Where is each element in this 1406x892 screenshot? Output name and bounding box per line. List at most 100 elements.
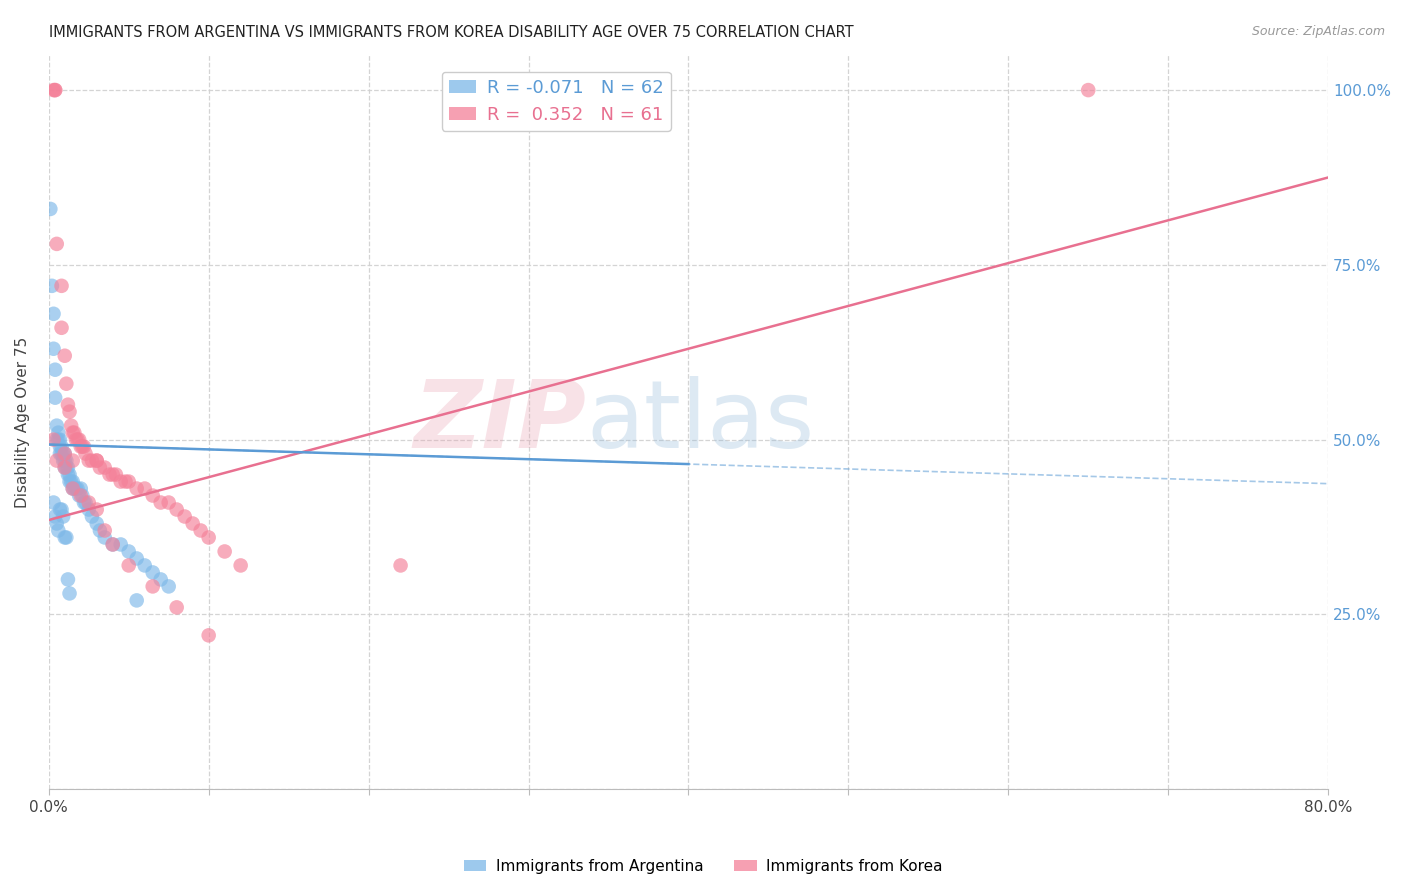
Point <box>53 460 76 475</box>
Point <box>118 558 141 573</box>
Point <box>72 489 94 503</box>
Point <box>58 404 80 418</box>
Point <box>45 516 67 531</box>
Point <box>72 440 94 454</box>
Point <box>49 502 72 516</box>
Point <box>93 524 115 538</box>
Point <box>44 83 66 97</box>
Point <box>134 482 156 496</box>
Point <box>55 460 77 475</box>
Point <box>93 460 115 475</box>
Point <box>51 502 73 516</box>
Point <box>46 524 69 538</box>
Point <box>157 495 180 509</box>
Point <box>98 467 121 482</box>
Point <box>44 83 66 97</box>
Point <box>53 531 76 545</box>
Point <box>41 278 63 293</box>
Point <box>86 453 108 467</box>
Point <box>42 342 65 356</box>
Point <box>80 453 103 467</box>
Point <box>62 482 84 496</box>
Point <box>58 586 80 600</box>
Point <box>66 482 89 496</box>
Point <box>214 544 236 558</box>
Point <box>53 447 76 461</box>
Point <box>93 531 115 545</box>
Point <box>42 495 65 509</box>
Point <box>125 551 148 566</box>
Text: ZIP: ZIP <box>413 376 586 468</box>
Point <box>89 460 111 475</box>
Point <box>66 433 89 447</box>
Point <box>45 433 67 447</box>
Point <box>49 440 72 454</box>
Point <box>60 475 83 489</box>
Point <box>52 453 75 467</box>
Point <box>1077 83 1099 97</box>
Legend: R = -0.071   N = 62, R =  0.352   N = 61: R = -0.071 N = 62, R = 0.352 N = 61 <box>441 71 671 131</box>
Point <box>63 482 86 496</box>
Legend: Immigrants from Argentina, Immigrants from Korea: Immigrants from Argentina, Immigrants fr… <box>457 853 949 880</box>
Point <box>52 447 75 461</box>
Point <box>44 362 66 376</box>
Point <box>125 593 148 607</box>
Text: atlas: atlas <box>586 376 814 468</box>
Point <box>197 531 219 545</box>
Point <box>60 418 83 433</box>
Point <box>69 489 91 503</box>
Point <box>62 425 84 440</box>
Point <box>173 509 195 524</box>
Point <box>166 502 188 516</box>
Point <box>69 482 91 496</box>
Point <box>51 447 73 461</box>
Point <box>55 531 77 545</box>
Point <box>53 453 76 467</box>
Point <box>75 447 97 461</box>
Point <box>45 418 67 433</box>
Point <box>44 509 66 524</box>
Point <box>56 398 79 412</box>
Point <box>89 524 111 538</box>
Point <box>46 433 69 447</box>
Text: IMMIGRANTS FROM ARGENTINA VS IMMIGRANTS FROM KOREA DISABILITY AGE OVER 75 CORREL: IMMIGRANTS FROM ARGENTINA VS IMMIGRANTS … <box>49 25 853 40</box>
Point <box>73 495 96 509</box>
Point <box>101 537 124 551</box>
Point <box>73 440 96 454</box>
Point <box>63 425 86 440</box>
Point <box>142 566 165 580</box>
Point <box>104 467 127 482</box>
Point <box>65 433 87 447</box>
Point <box>77 495 100 509</box>
Point <box>80 509 103 524</box>
Point <box>157 579 180 593</box>
Point <box>52 509 75 524</box>
Point <box>49 447 72 461</box>
Point <box>42 307 65 321</box>
Point <box>67 433 90 447</box>
Point <box>101 537 124 551</box>
Point <box>51 320 73 334</box>
Point <box>142 489 165 503</box>
Point <box>77 453 100 467</box>
Point <box>166 600 188 615</box>
Point <box>55 376 77 391</box>
Point <box>67 489 90 503</box>
Point <box>56 573 79 587</box>
Point <box>45 236 67 251</box>
Point <box>58 475 80 489</box>
Text: Source: ZipAtlas.com: Source: ZipAtlas.com <box>1251 25 1385 38</box>
Point <box>118 475 141 489</box>
Point <box>110 537 132 551</box>
Point <box>134 558 156 573</box>
Point <box>53 460 76 475</box>
Point <box>77 502 100 516</box>
Point <box>101 467 124 482</box>
Point <box>86 516 108 531</box>
Point <box>65 482 87 496</box>
Point <box>53 349 76 363</box>
Point <box>229 558 252 573</box>
Point <box>197 628 219 642</box>
Point <box>45 453 67 467</box>
Point <box>86 502 108 516</box>
